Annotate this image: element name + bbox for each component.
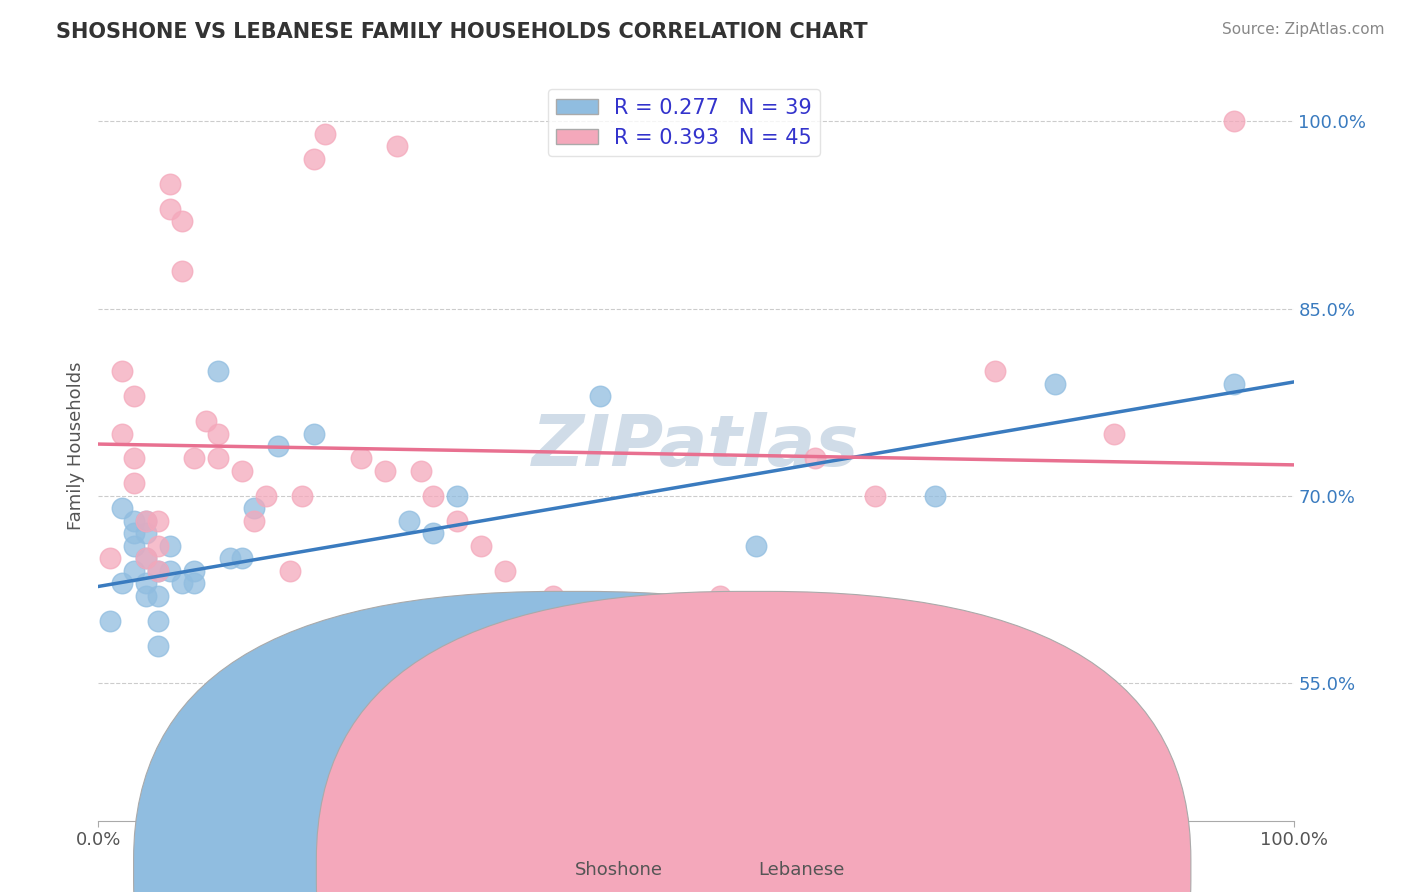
- Point: [207, 426, 229, 441]
- Point: [1223, 376, 1246, 391]
- Point: [124, 514, 146, 528]
- Point: [745, 539, 768, 553]
- Point: [159, 202, 181, 216]
- Point: [135, 576, 157, 591]
- Point: [135, 589, 157, 603]
- Point: [148, 614, 170, 628]
- Point: [1223, 114, 1246, 128]
- Point: [207, 751, 229, 765]
- Point: [422, 489, 444, 503]
- Point: [231, 551, 253, 566]
- Point: [685, 639, 707, 653]
- Point: [172, 739, 194, 753]
- Point: [565, 614, 588, 628]
- Point: [541, 589, 564, 603]
- Point: [124, 526, 146, 541]
- Point: [243, 514, 266, 528]
- Point: [626, 639, 648, 653]
- Legend: R = 0.277   N = 39, R = 0.393   N = 45: R = 0.277 N = 39, R = 0.393 N = 45: [548, 89, 820, 156]
- Point: [135, 526, 157, 541]
- Point: [315, 127, 337, 141]
- Point: [111, 576, 134, 591]
- Point: [231, 464, 253, 478]
- Point: [267, 439, 290, 453]
- Point: [183, 576, 205, 591]
- Point: [183, 451, 205, 466]
- Point: [374, 464, 396, 478]
- Point: [124, 451, 146, 466]
- Point: [589, 389, 612, 403]
- Point: [159, 539, 181, 553]
- Point: [709, 589, 731, 603]
- Point: [350, 714, 373, 728]
- Point: [159, 564, 181, 578]
- Point: [291, 489, 314, 503]
- Point: [865, 489, 887, 503]
- Point: [148, 514, 170, 528]
- Point: [148, 539, 170, 553]
- Point: [159, 177, 181, 191]
- Point: [124, 564, 146, 578]
- Point: [350, 451, 373, 466]
- Point: [172, 576, 194, 591]
- Point: [111, 426, 134, 441]
- Text: Shoshone: Shoshone: [575, 861, 662, 879]
- Point: [135, 514, 157, 528]
- Point: [135, 551, 157, 566]
- Point: [278, 564, 301, 578]
- Point: [135, 514, 157, 528]
- Point: [804, 451, 827, 466]
- Point: [984, 364, 1007, 378]
- Point: [172, 214, 194, 228]
- Point: [446, 489, 468, 503]
- Point: [302, 426, 325, 441]
- Y-axis label: Family Households: Family Households: [66, 362, 84, 530]
- Point: [385, 139, 409, 153]
- Text: Source: ZipAtlas.com: Source: ZipAtlas.com: [1222, 22, 1385, 37]
- Point: [124, 389, 146, 403]
- Point: [124, 476, 146, 491]
- Point: [924, 489, 946, 503]
- Point: [254, 489, 277, 503]
- Point: [1043, 376, 1066, 391]
- Point: [183, 564, 205, 578]
- Point: [422, 526, 444, 541]
- Point: [195, 414, 218, 428]
- Point: [411, 464, 433, 478]
- Point: [1104, 426, 1126, 441]
- Point: [111, 364, 134, 378]
- Point: [135, 551, 157, 566]
- Point: [494, 564, 516, 578]
- Point: [124, 539, 146, 553]
- Point: [148, 639, 170, 653]
- Point: [589, 614, 612, 628]
- Point: [446, 514, 468, 528]
- Point: [207, 451, 229, 466]
- Point: [470, 539, 492, 553]
- Text: SHOSHONE VS LEBANESE FAMILY HOUSEHOLDS CORRELATION CHART: SHOSHONE VS LEBANESE FAMILY HOUSEHOLDS C…: [56, 22, 868, 42]
- Point: [98, 551, 122, 566]
- Point: [148, 589, 170, 603]
- Text: Lebanese: Lebanese: [758, 861, 845, 879]
- Point: [207, 364, 229, 378]
- Point: [148, 564, 170, 578]
- Text: ZIPatlas: ZIPatlas: [533, 411, 859, 481]
- Point: [243, 501, 266, 516]
- Point: [148, 564, 170, 578]
- Point: [98, 614, 122, 628]
- Point: [398, 514, 420, 528]
- Point: [195, 726, 218, 740]
- Point: [172, 264, 194, 278]
- Point: [111, 501, 134, 516]
- Point: [302, 152, 325, 166]
- Point: [219, 551, 242, 566]
